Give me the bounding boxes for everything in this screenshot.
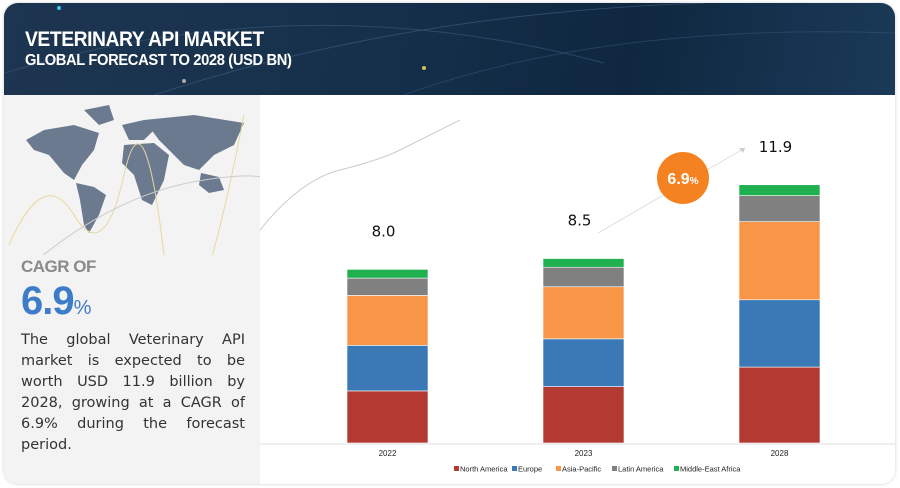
bar-segment-asia-pacific — [346, 295, 429, 346]
total-label: 8.0 — [372, 222, 396, 240]
x-tick-label: 2028 — [771, 449, 789, 458]
legend-swatch — [512, 466, 517, 471]
cagr-label: CAGR OF — [21, 257, 96, 276]
legend-label: Latin America — [618, 465, 664, 474]
bar-segment-middle-east-africa — [542, 258, 625, 268]
legend-swatch — [674, 466, 679, 471]
bar-segment-asia-pacific — [542, 286, 625, 340]
bar-segment-latin-america — [738, 195, 821, 222]
legend-label: Middle-East Africa — [680, 465, 741, 474]
bar-segment-asia-pacific — [738, 221, 821, 301]
trend-curve — [259, 119, 461, 231]
legend-swatch — [556, 466, 561, 471]
bar-segment-north-america — [738, 366, 821, 444]
cagr-badge — [657, 152, 709, 204]
cagr-value: 6.9% — [21, 279, 92, 330]
arrow-head — [739, 148, 745, 153]
bar-segment-europe — [346, 345, 429, 392]
world-map-icon — [8, 105, 260, 255]
bar-segment-latin-america — [542, 266, 625, 288]
legend-label: Asia-Pacific — [562, 465, 601, 474]
bar-segment-latin-america — [346, 277, 429, 296]
bar-segment-middle-east-africa — [738, 184, 821, 196]
summary-panel: CAGR OF 6.9% The global Veterinary API m… — [4, 95, 260, 484]
x-tick-label: 2023 — [575, 449, 593, 458]
cagr-number: 6.9 — [21, 279, 75, 323]
legend-swatch — [454, 466, 459, 471]
page-subtitle: GLOBAL FORECAST TO 2028 (USD BN) — [25, 52, 292, 69]
cagr-badge-text: 6.9% — [667, 171, 698, 188]
legend-label: North America — [460, 465, 508, 474]
bar-segment-north-america — [346, 390, 429, 444]
banner-decoration — [4, 3, 895, 95]
total-label: 8.5 — [568, 212, 592, 230]
header-banner: VETERINARY API MARKET GLOBAL FORECAST TO… — [4, 3, 895, 95]
cagr-unit: % — [73, 297, 92, 319]
total-label: 11.9 — [759, 138, 792, 156]
page-title: VETERINARY API MARKET — [25, 28, 264, 51]
bar-segment-middle-east-africa — [346, 269, 429, 279]
bar-segment-europe — [542, 338, 625, 387]
market-description: The global Veterinary API market is expe… — [21, 332, 245, 453]
legend-swatch — [612, 466, 617, 471]
x-tick-label: 2022 — [379, 449, 397, 458]
bar-segment-north-america — [542, 386, 625, 444]
legend-label: Europe — [518, 465, 542, 474]
bar-segment-europe — [738, 299, 821, 368]
